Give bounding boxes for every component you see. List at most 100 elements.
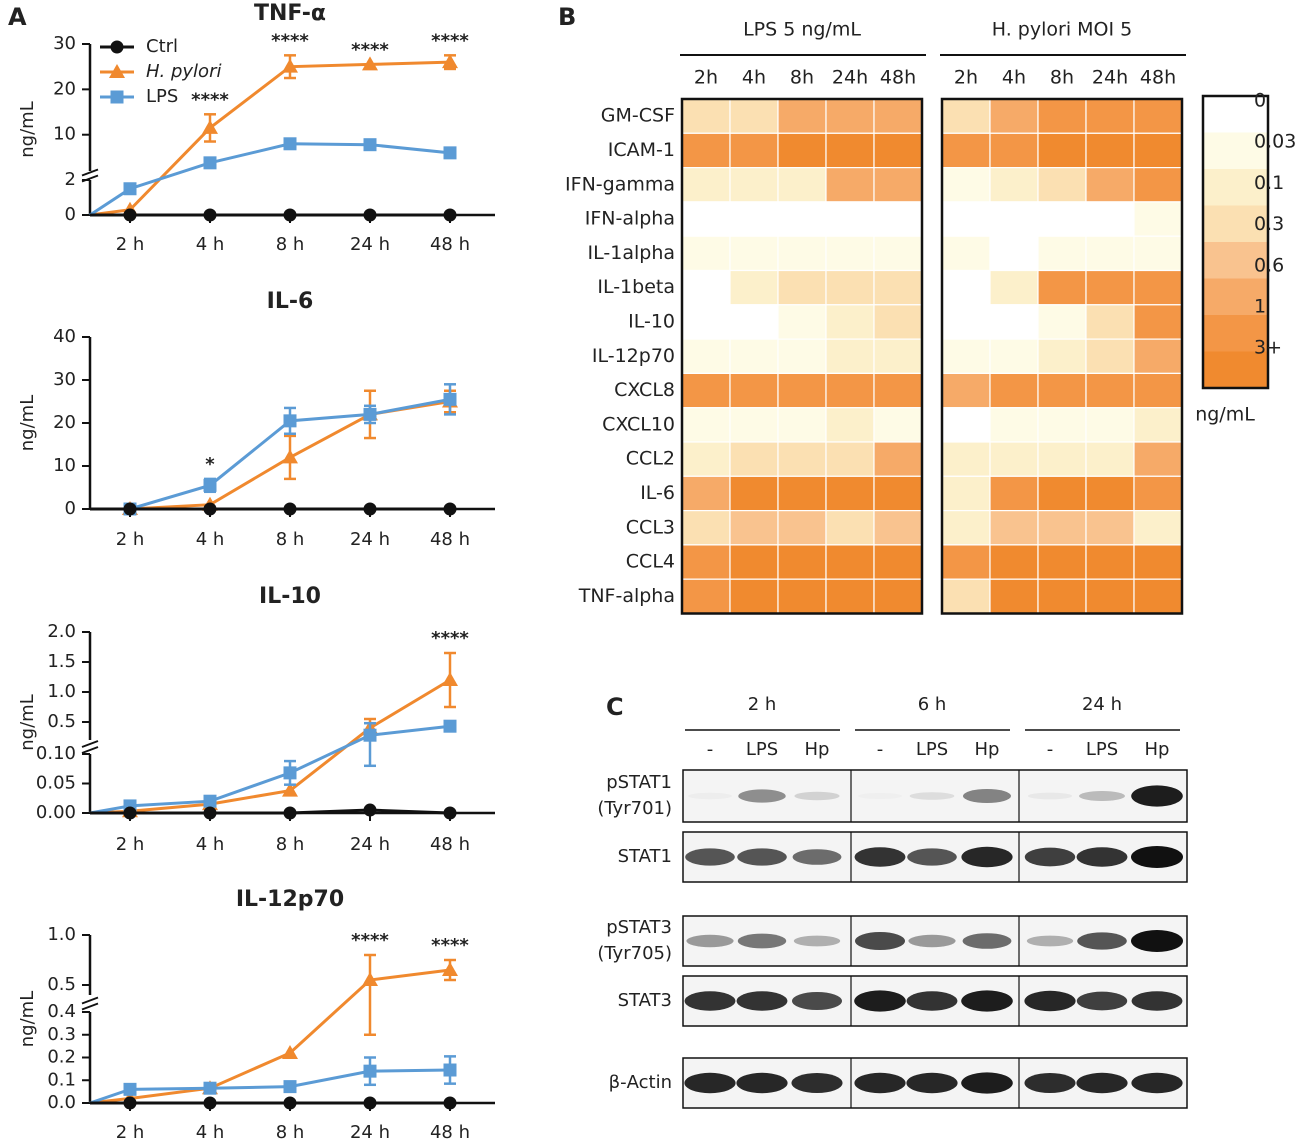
point — [443, 1096, 457, 1110]
point — [283, 414, 297, 428]
timepoint-label: 2 h — [748, 694, 777, 715]
heat-cell — [729, 201, 779, 237]
blot-band — [1024, 847, 1076, 867]
blot-band — [961, 990, 1013, 1012]
heat-cell — [777, 407, 827, 443]
heat-cell — [989, 132, 1039, 169]
blot-band — [792, 849, 842, 865]
blot-band — [1077, 932, 1127, 950]
column-label: 24h — [832, 67, 868, 89]
heat-cell — [1037, 578, 1087, 615]
heat-cell — [1133, 578, 1183, 615]
y-tick-label: 40 — [53, 326, 76, 347]
lane-label: LPS — [916, 739, 948, 760]
blot-band — [793, 935, 841, 947]
colorbar-label: 0.3 — [1254, 213, 1284, 235]
point — [283, 1096, 297, 1110]
lane-label: LPS — [1086, 739, 1118, 760]
heat-cell — [1085, 235, 1135, 272]
heat-cell — [681, 167, 731, 203]
column-label: 8h — [1050, 67, 1074, 89]
row-label: IL-6 — [640, 482, 675, 504]
heat-cell — [1037, 441, 1087, 477]
x-tick-label: 48 h — [430, 234, 470, 255]
series-line — [90, 400, 451, 511]
heat-cell — [1037, 304, 1087, 340]
heat-cell — [825, 338, 875, 375]
row-label: IFN-gamma — [565, 173, 675, 195]
heat-cell — [873, 372, 923, 409]
point — [203, 156, 217, 170]
heat-cell — [1085, 475, 1135, 512]
colorbar-band — [1203, 132, 1268, 170]
x-tick-label: 4 h — [196, 529, 225, 550]
heat-cell — [1037, 201, 1087, 237]
heat-cell — [941, 132, 991, 169]
heat-cell — [1133, 407, 1183, 443]
colorbar-band — [1203, 169, 1268, 206]
heat-cell — [1037, 338, 1087, 375]
blot-band — [1076, 991, 1128, 1011]
heat-cell — [777, 132, 827, 169]
colorbar-label: 3+ — [1254, 337, 1282, 359]
point — [283, 137, 297, 151]
row-label: GM-CSF — [601, 105, 675, 127]
heat-cell — [729, 578, 779, 615]
group-title: LPS 5 ng/mL — [743, 19, 861, 41]
heat-cell — [1037, 167, 1087, 203]
heat-cell — [1133, 441, 1183, 477]
heat-cell — [1133, 372, 1183, 409]
heat-cell — [1085, 269, 1135, 306]
blot-band — [961, 846, 1013, 868]
heat-cell — [825, 544, 875, 580]
heatmap-frame — [680, 97, 924, 615]
lane-label: Hp — [1145, 739, 1170, 760]
heat-cell — [1037, 407, 1087, 443]
heat-cell — [825, 201, 875, 237]
heat-cell — [1037, 235, 1087, 272]
point — [123, 806, 137, 820]
colorbar-unit: ng/mL — [1195, 404, 1255, 426]
x-tick-label: 24 h — [350, 529, 390, 550]
heat-cell — [777, 98, 827, 134]
blot-band — [688, 793, 732, 799]
y-tick-label: 0 — [65, 204, 76, 225]
heat-cell — [941, 441, 991, 477]
x-tick-label: 4 h — [196, 834, 225, 855]
row-label: IL-1beta — [597, 276, 675, 298]
axis-break — [81, 740, 99, 748]
heat-cell — [873, 441, 923, 477]
blot-band — [906, 1072, 958, 1094]
heat-cell — [1085, 578, 1135, 615]
y-tick-label: 1.5 — [47, 651, 76, 672]
heat-cell — [989, 475, 1039, 512]
heat-cell — [941, 201, 991, 237]
heat-cell — [941, 98, 991, 134]
heat-cell — [941, 544, 991, 580]
heat-cell — [777, 544, 827, 580]
legend-marker — [110, 40, 124, 54]
y-tick-label: 10 — [53, 455, 76, 476]
colorbar-frame — [1201, 94, 1270, 390]
blot-band — [854, 990, 906, 1012]
row-label: CXCL8 — [614, 379, 675, 401]
point — [442, 54, 458, 69]
heat-cell — [1085, 201, 1135, 237]
heat-cell — [777, 475, 827, 512]
heat-cell — [681, 132, 731, 169]
y-tick-label: 0.3 — [47, 1024, 76, 1045]
y-tick-label: 2.0 — [47, 621, 76, 642]
panel-label: C — [606, 693, 624, 721]
heat-cell — [989, 544, 1039, 580]
significance: * — [205, 454, 215, 475]
blot-band — [1076, 847, 1128, 867]
blot-band — [854, 1072, 906, 1094]
heat-cell — [777, 201, 827, 237]
y-tick-label: 0.2 — [47, 1047, 76, 1068]
blot-band — [685, 848, 735, 866]
blot-band — [1024, 1072, 1076, 1094]
colorbar-band — [1203, 278, 1268, 316]
blot-band — [1131, 991, 1183, 1011]
point — [282, 58, 298, 73]
heat-cell — [1085, 407, 1135, 443]
